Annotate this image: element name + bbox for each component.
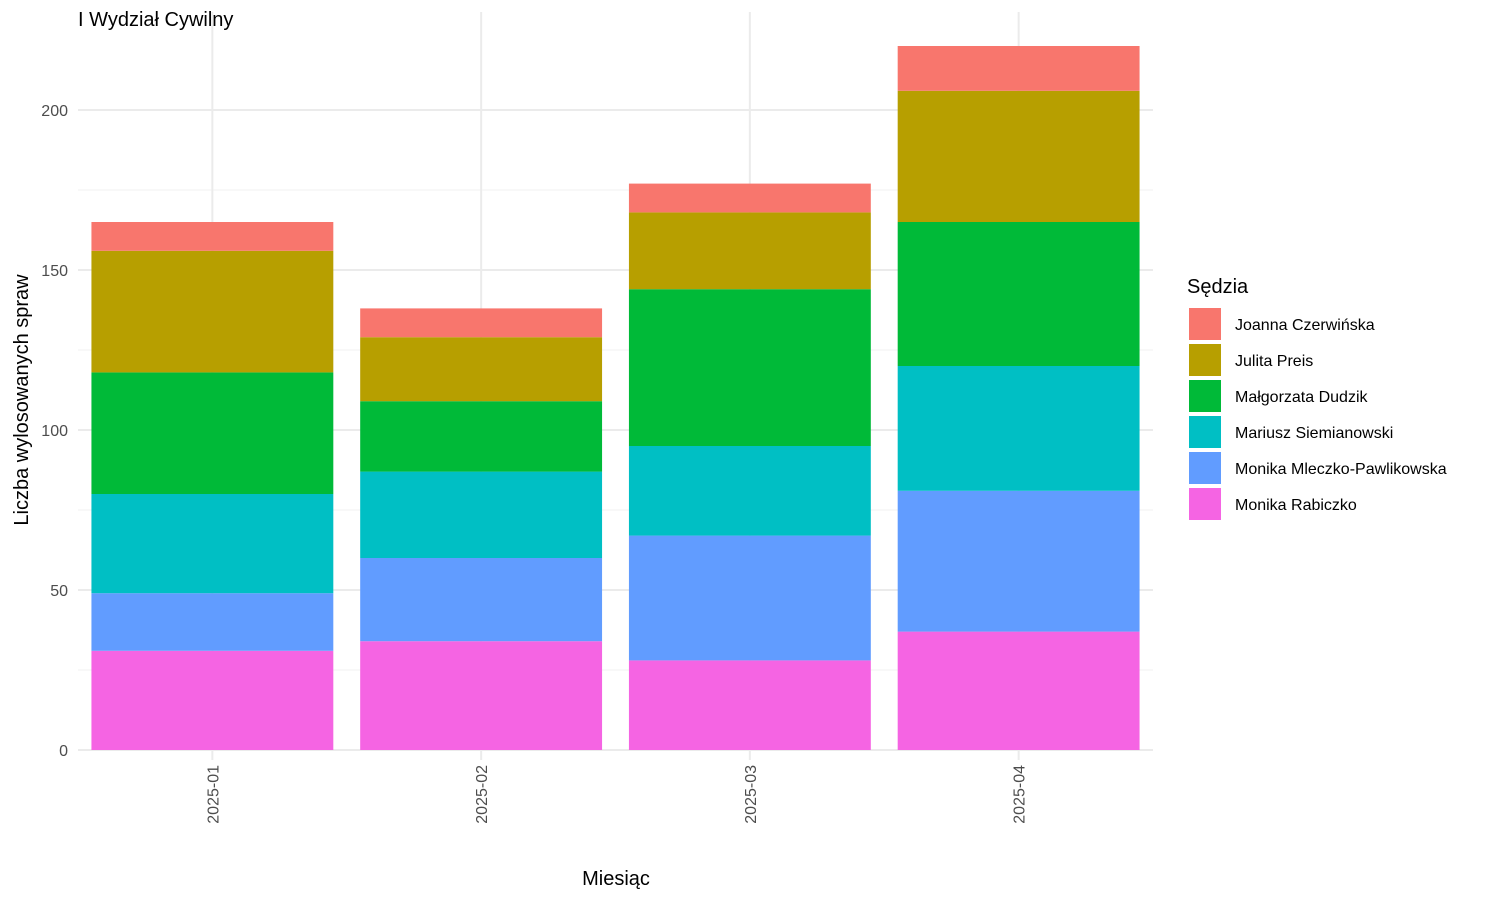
bar-segment (91, 593, 334, 651)
bar-segment (360, 337, 603, 402)
legend-key (1189, 452, 1221, 484)
y-tick-label: 0 (59, 743, 68, 760)
chart-title: I Wydział Cywilny (78, 9, 233, 31)
legend-key (1189, 344, 1221, 376)
legend-label: Joanna Czerwińska (1235, 317, 1375, 334)
legend-key (1189, 380, 1221, 412)
bars (91, 46, 1140, 750)
legend-label: Mariusz Siemianowski (1235, 425, 1393, 442)
bar-segment (91, 650, 334, 750)
bar-segment (897, 490, 1140, 632)
bar-segment (897, 90, 1140, 222)
bar-segment (360, 401, 603, 472)
bar-segment (91, 372, 334, 494)
legend-key (1189, 416, 1221, 448)
bar-segment (628, 183, 871, 213)
legend-key (1189, 488, 1221, 520)
legend-title: Sędzia (1187, 276, 1249, 298)
legend-label: Monika Rabiczko (1235, 497, 1357, 514)
bar-segment (91, 494, 334, 594)
bar-segment (628, 289, 871, 446)
x-tick-label: 2025-01 (205, 765, 222, 824)
bar-segment (897, 222, 1140, 366)
x-tick-label: 2025-04 (1012, 765, 1029, 824)
bar-segment (628, 535, 871, 661)
bar-segment (91, 222, 334, 251)
bar-segment (91, 250, 334, 373)
bar-segment (628, 446, 871, 536)
bar-segment (897, 631, 1140, 750)
legend-label: Małgorzata Dudzik (1235, 389, 1369, 406)
y-axis-title: Liczba wylosowanych spraw (11, 274, 33, 526)
bar-segment (897, 46, 1140, 91)
legend: Sędzia Joanna Czerwińska Julita Preis Małg… (1187, 276, 1447, 520)
y-tick-label: 150 (41, 263, 68, 280)
bar-segment (360, 558, 603, 642)
x-tick-label: 2025-02 (474, 765, 491, 824)
bar-segment (628, 660, 871, 750)
bar-segment (360, 471, 603, 558)
bar-segment (360, 641, 603, 750)
y-tick-label: 200 (41, 103, 68, 120)
y-tick-label: 100 (41, 423, 68, 440)
x-axis-title: Miesiąc (582, 868, 650, 890)
bar-segment (897, 366, 1140, 491)
bar-segment (360, 308, 603, 338)
y-tick-label: 50 (50, 583, 68, 600)
x-tick-label: 2025-03 (743, 765, 760, 824)
legend-label: Julita Preis (1235, 353, 1313, 370)
legend-label: Monika Mleczko-Pawlikowska (1235, 461, 1447, 478)
bar-segment (628, 212, 871, 290)
legend-key (1189, 308, 1221, 340)
axes: 0 50 100 150 200 2025-01 2025-02 2025-03 2025-04 (41, 103, 1028, 824)
